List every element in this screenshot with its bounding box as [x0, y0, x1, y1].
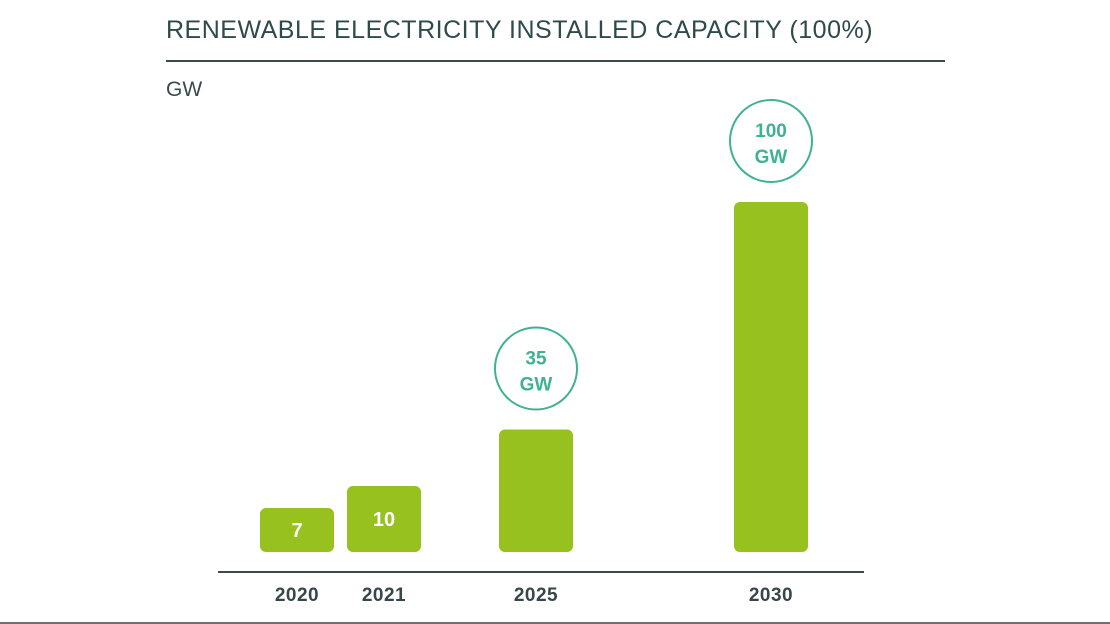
page-bottom-border [0, 622, 1110, 624]
x-tick-label-2025: 2025 [514, 585, 558, 606]
x-tick-label-2030: 2030 [749, 585, 793, 606]
bar-2020 [260, 508, 334, 552]
callout-circle-2025 [494, 326, 578, 411]
bar-value-label-2020: 7 [291, 520, 302, 542]
callout-unit-2025: GW [520, 375, 553, 396]
bar-value-label-2021: 10 [373, 509, 395, 531]
bar-2021 [347, 486, 421, 552]
chart-title: RENEWABLE ELECTRICITY INSTALLED CAPACITY… [166, 16, 874, 44]
callout-value-2030: 100 [755, 121, 787, 142]
callout-circle-2030 [729, 99, 813, 183]
callouts-layer: 35 GW 100 GW [494, 99, 813, 411]
title-divider [166, 60, 945, 62]
bar-2025 [499, 429, 573, 552]
callout-2030: 100 GW [729, 99, 813, 183]
x-tick-label-2020: 2020 [275, 585, 319, 606]
callout-value-2025: 35 [525, 349, 547, 370]
callout-unit-2030: GW [755, 147, 788, 168]
labels-layer: 7 2020 10 2021 2025 2030 [275, 509, 793, 606]
y-axis-unit-label: GW [166, 78, 203, 101]
bars-layer [260, 202, 808, 552]
x-tick-label-2021: 2021 [362, 585, 406, 606]
callout-2025: 35 GW [494, 326, 578, 411]
bar-2030 [734, 202, 808, 552]
